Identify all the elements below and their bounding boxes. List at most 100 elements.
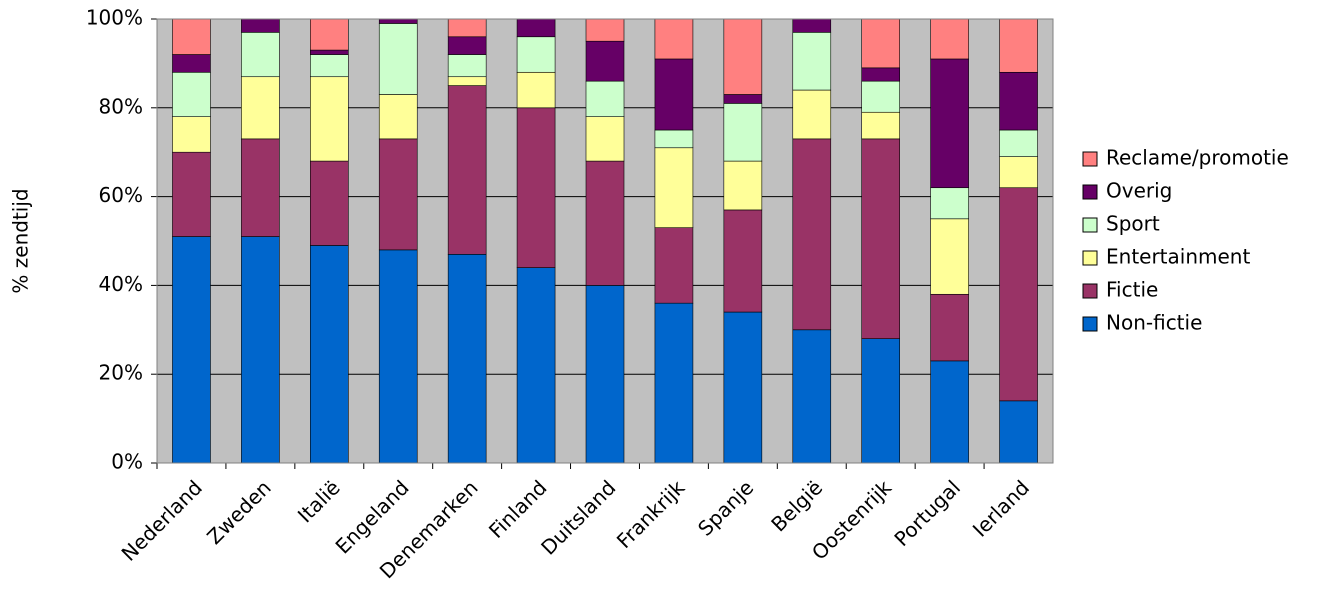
bar-segment (516, 267, 556, 464)
x-tick-label: Portugal (889, 475, 965, 551)
bar-segment (585, 80, 625, 117)
bar-segment (930, 293, 969, 362)
bar-segment (861, 338, 900, 464)
y-tick-label: 0% (111, 450, 143, 474)
bar-segment (585, 160, 625, 286)
x-tick-label: Zweden (202, 475, 276, 549)
bar-segment (930, 187, 969, 220)
bar-segment (447, 54, 487, 78)
bar-segment (861, 80, 900, 113)
bar-segment (310, 76, 349, 162)
bar-segment (310, 245, 349, 464)
bar-segment (172, 151, 211, 237)
bar-segment (654, 18, 694, 60)
bar-segment (447, 18, 487, 38)
bar-segment (516, 36, 556, 73)
bar-segment (241, 138, 280, 237)
bar-segment (999, 18, 1038, 73)
bar-segment (999, 71, 1038, 131)
bar-segment (172, 236, 211, 464)
bar-segment (930, 218, 969, 295)
legend-swatch (1082, 316, 1098, 332)
legend-swatch (1082, 250, 1098, 266)
bar-segment (447, 85, 487, 255)
bar-segment (861, 67, 900, 82)
x-tick-label: Frankrijk (612, 475, 690, 553)
legend-label: Reclame/promotie (1106, 146, 1289, 170)
bar-segment (654, 58, 694, 131)
bar-segment (792, 32, 832, 91)
bar-segment (241, 76, 280, 140)
bar-segment (723, 160, 763, 211)
x-tick-label: Spanje (693, 475, 758, 540)
bar-segment (654, 147, 694, 228)
bar-segment (516, 71, 556, 109)
bar-segment (447, 254, 487, 464)
legend-label: Entertainment (1106, 245, 1250, 269)
legend-swatch (1082, 184, 1098, 200)
bar-segment (172, 54, 211, 73)
x-tick-label: Ierland (968, 475, 1034, 541)
bar-segment (723, 103, 763, 162)
bar-segment (241, 236, 280, 464)
bar-segment (792, 18, 832, 33)
bar-segment (310, 54, 349, 78)
y-tick-label: 60% (99, 183, 143, 207)
bar-segment (723, 18, 763, 95)
legend-swatch (1082, 151, 1098, 167)
bar-segment (310, 49, 349, 55)
bar-segment (241, 32, 280, 78)
bar-segment (654, 129, 694, 149)
bar-segment (999, 129, 1038, 157)
bar-segment (172, 18, 211, 55)
x-tick-label: Italië (293, 475, 345, 527)
bar-segment (723, 209, 763, 313)
bar-segment (999, 156, 1038, 189)
bar-segment (447, 36, 487, 55)
x-tick-label: België (766, 475, 827, 536)
bar-segment (723, 94, 763, 104)
bar-segment (861, 138, 900, 339)
legend-label: Overig (1106, 179, 1172, 203)
legend-label: Fictie (1106, 278, 1158, 302)
bar-segment (999, 187, 1038, 402)
bar-segment (999, 400, 1038, 464)
bar-segment (585, 40, 625, 82)
bar-segment (723, 311, 763, 464)
x-tick-label: Finland (484, 475, 552, 543)
x-tick-label: Duitsland (536, 475, 620, 559)
legend-label: Sport (1106, 212, 1160, 236)
bar-segment (241, 18, 280, 33)
bar-segment (792, 329, 832, 464)
bar-segment (378, 138, 418, 251)
bar-segment (930, 58, 969, 189)
bar-segment (447, 76, 487, 86)
bar-segment (654, 227, 694, 304)
bar-segment (792, 138, 832, 331)
bar-segment (861, 18, 900, 69)
bar-segment (172, 71, 211, 117)
bar-segment (172, 116, 211, 153)
bar-segment (516, 18, 556, 38)
bar-segment (516, 107, 556, 268)
bar-segment (378, 23, 418, 95)
bar-segment (378, 94, 418, 140)
bar-segment (585, 18, 625, 42)
bar-segment (378, 249, 418, 464)
y-tick-label: 40% (99, 272, 143, 296)
plot-border (156, 18, 1054, 464)
x-tick-label: Nederland (117, 475, 207, 565)
bar-segment (930, 18, 969, 60)
legend-swatch (1082, 217, 1098, 233)
bar-segment (654, 302, 694, 464)
legend-swatch (1082, 283, 1098, 299)
y-tick-label: 100% (86, 6, 143, 30)
legend-label: Non-fictie (1106, 311, 1202, 335)
y-axis-label: % zendtijd (9, 188, 33, 293)
bar-segment (585, 116, 625, 162)
bar-segment (310, 18, 349, 51)
bar-segment (792, 89, 832, 140)
bar-segment (378, 18, 418, 24)
bar-segment (310, 160, 349, 246)
